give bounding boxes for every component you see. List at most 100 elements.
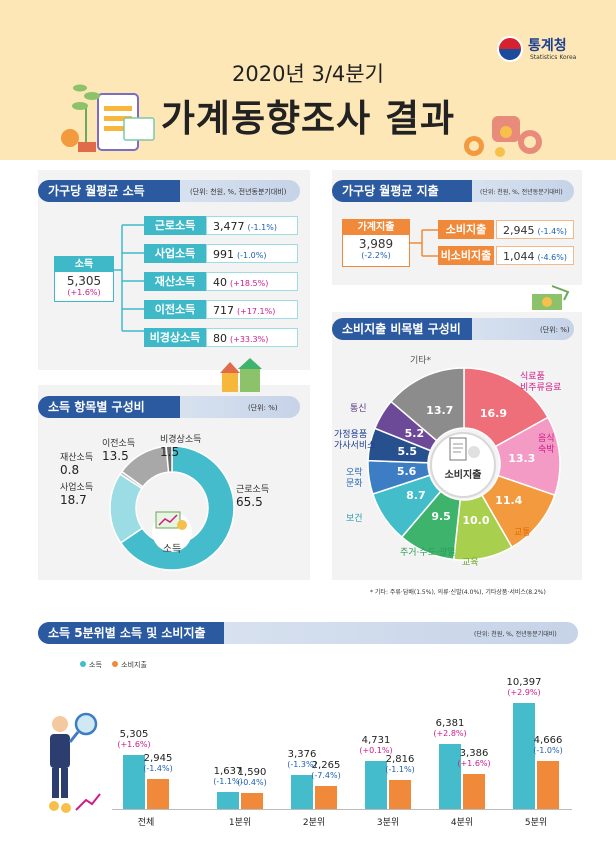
consumption-category-line: 교통 bbox=[514, 528, 531, 538]
income-total-label: 소득 bbox=[55, 257, 113, 272]
expense-bar-value: 1,590 bbox=[237, 766, 267, 778]
income-item-value: 717 bbox=[213, 304, 234, 317]
expense-item-change: (-4.6%) bbox=[537, 253, 567, 262]
expense-bar-label: 3,386 (+1.6%) bbox=[449, 748, 499, 769]
quintile-baseline bbox=[112, 809, 572, 810]
consumption-slice-value: 16.9 bbox=[479, 407, 507, 421]
consumption-category-label: 기타* bbox=[410, 356, 431, 367]
consumption-category-line: 식료품 bbox=[520, 372, 545, 382]
income-bar bbox=[217, 792, 239, 809]
consumption-pie-slice bbox=[463, 367, 549, 448]
income-pie-label-name: 비경상소득 bbox=[160, 435, 202, 445]
income-tree-lines bbox=[108, 224, 144, 332]
income-pie-label: 사업소득 18.7 bbox=[60, 482, 93, 506]
consumption-category-label: 식료품 비주류음료 bbox=[520, 372, 561, 394]
expense-bar-value: 4,666 bbox=[533, 735, 563, 747]
quintile-category-label: 3분위 bbox=[376, 818, 400, 828]
income-bar bbox=[513, 703, 535, 809]
income-pie-label-value: 0.8 bbox=[60, 463, 80, 477]
income-pie-slice bbox=[119, 445, 235, 571]
income-item-change: (-1.0%) bbox=[237, 251, 267, 260]
consumption-category-line: 문화 bbox=[346, 479, 363, 489]
consumption-category-line: 통신 bbox=[350, 404, 367, 414]
consumption-composition-unit: (단위: %) bbox=[540, 326, 570, 334]
income-pie-label-name: 이전소득 bbox=[102, 439, 136, 449]
income-pie-label: 비경상소득 1.5 bbox=[160, 434, 201, 458]
expense-tree-lines bbox=[410, 229, 438, 257]
expense-bar-value: 2,816 bbox=[385, 754, 415, 766]
money-chart-icon bbox=[155, 511, 187, 530]
expense-item-value: 1,044 bbox=[503, 250, 535, 263]
income-item-value: 40 bbox=[213, 276, 227, 289]
consumption-slice-value: 8.7 bbox=[406, 489, 426, 503]
expense-bar-change: (-7.4%) bbox=[311, 770, 341, 780]
income-item-box: 3,477 (-1.1%) bbox=[206, 216, 298, 235]
expense-item-change: (-1.4%) bbox=[537, 227, 567, 236]
businessman-magnifier-icon bbox=[49, 712, 101, 813]
consumption-category-line: 기타* bbox=[410, 356, 432, 366]
expense-bar-value: 2,265 bbox=[311, 759, 341, 771]
legend-income-label: 소득 bbox=[89, 661, 102, 669]
income-bar-label: 3,376 (-1.3%) bbox=[277, 749, 327, 770]
expense-item-label: 비소비지출 bbox=[438, 246, 494, 265]
receipt-icon bbox=[449, 437, 480, 461]
income-unit: (단위: 천원, %, 전년동분기대비) bbox=[190, 188, 287, 196]
income-bar-label: 1,637 (-1.1%) bbox=[203, 766, 253, 787]
income-pie-label: 근로소득 65.5 bbox=[236, 484, 269, 508]
income-item-change: (-1.1%) bbox=[247, 223, 277, 232]
legend-income-swatch bbox=[80, 661, 86, 667]
expense-bar-label: 2,945 (-1.4%) bbox=[133, 753, 183, 774]
income-pie-label-value: 18.7 bbox=[60, 493, 87, 507]
page-subtitle: 2020년 3/4분기 bbox=[232, 62, 384, 86]
statistics-korea-logo-icon bbox=[497, 36, 523, 62]
income-bar-change: (+2.9%) bbox=[507, 688, 541, 697]
expense-bar-label: 1,590 (-0.4%) bbox=[227, 767, 277, 788]
consumption-category-line: 숙박 bbox=[538, 445, 555, 455]
org-name: 통계청 bbox=[528, 38, 567, 54]
expense-total-label: 가계지출 bbox=[343, 220, 409, 235]
income-donut-center-label: 소득 bbox=[162, 544, 182, 555]
income-item-label: 비경상소득 bbox=[144, 328, 206, 347]
income-composition-title: 소득 항목별 구성비 bbox=[38, 396, 184, 418]
income-composition-unit: (단위: %) bbox=[248, 404, 278, 412]
consumption-category-line: 비주류음료 bbox=[520, 383, 562, 393]
expense-bar bbox=[241, 792, 263, 809]
expense-bar-value: 3,386 bbox=[459, 748, 489, 760]
income-pie-label-name: 재산소득 bbox=[60, 453, 94, 463]
org-sub: Statistics Korea bbox=[530, 54, 577, 61]
consumption-category-label: 보건 bbox=[346, 514, 363, 525]
expense-bar bbox=[537, 761, 559, 809]
income-item-box: 991 (-1.0%) bbox=[206, 244, 298, 263]
quintile-category-label: 1분위 bbox=[228, 818, 252, 828]
income-total-value: 5,305 bbox=[66, 274, 102, 288]
consumption-slice-value: 11.4 bbox=[495, 493, 523, 507]
expense-bar bbox=[315, 785, 337, 809]
income-item-label: 이전소득 bbox=[144, 300, 206, 319]
income-bar-change: (+0.1%) bbox=[359, 745, 393, 755]
consumption-category-line: 교육 bbox=[462, 558, 479, 568]
expense-bar-label: 2,816 (-1.1%) bbox=[375, 754, 425, 775]
income-item-change: (+33.3%) bbox=[230, 335, 269, 344]
income-item-box: 40 (+18.5%) bbox=[206, 272, 298, 291]
quintile-section-title: 소득 5분위별 소득 및 소비지출 bbox=[38, 622, 228, 644]
income-donut-chart bbox=[109, 445, 235, 571]
income-bar bbox=[123, 754, 145, 809]
expense-bar bbox=[463, 774, 485, 809]
quintile-category-label: 5분위 bbox=[524, 818, 548, 828]
houses-icon bbox=[220, 358, 262, 392]
consumption-donut-chart bbox=[367, 367, 561, 561]
quintile-category-label: 2분위 bbox=[302, 818, 326, 828]
quintile-section-bar bbox=[224, 622, 578, 644]
consumption-pie-slice bbox=[390, 367, 465, 442]
consumption-category-label: 오락 문화 bbox=[346, 468, 363, 490]
income-item-value: 80 bbox=[213, 332, 227, 345]
expense-total-value: 3,989 bbox=[358, 237, 394, 251]
consumption-category-line: 가정용품 bbox=[334, 430, 368, 440]
consumption-slice-value: 5.5 bbox=[397, 445, 417, 459]
income-item-label: 재산소득 bbox=[144, 272, 206, 291]
consumption-category-label: 통신 bbox=[350, 404, 367, 415]
income-pie-label-value: 1.5 bbox=[160, 445, 180, 459]
income-item-change: (+18.5%) bbox=[230, 279, 269, 288]
expense-bar-change: (+1.6%) bbox=[457, 759, 491, 769]
consumption-composition-title: 소비지출 비목별 구성비 bbox=[332, 318, 478, 340]
